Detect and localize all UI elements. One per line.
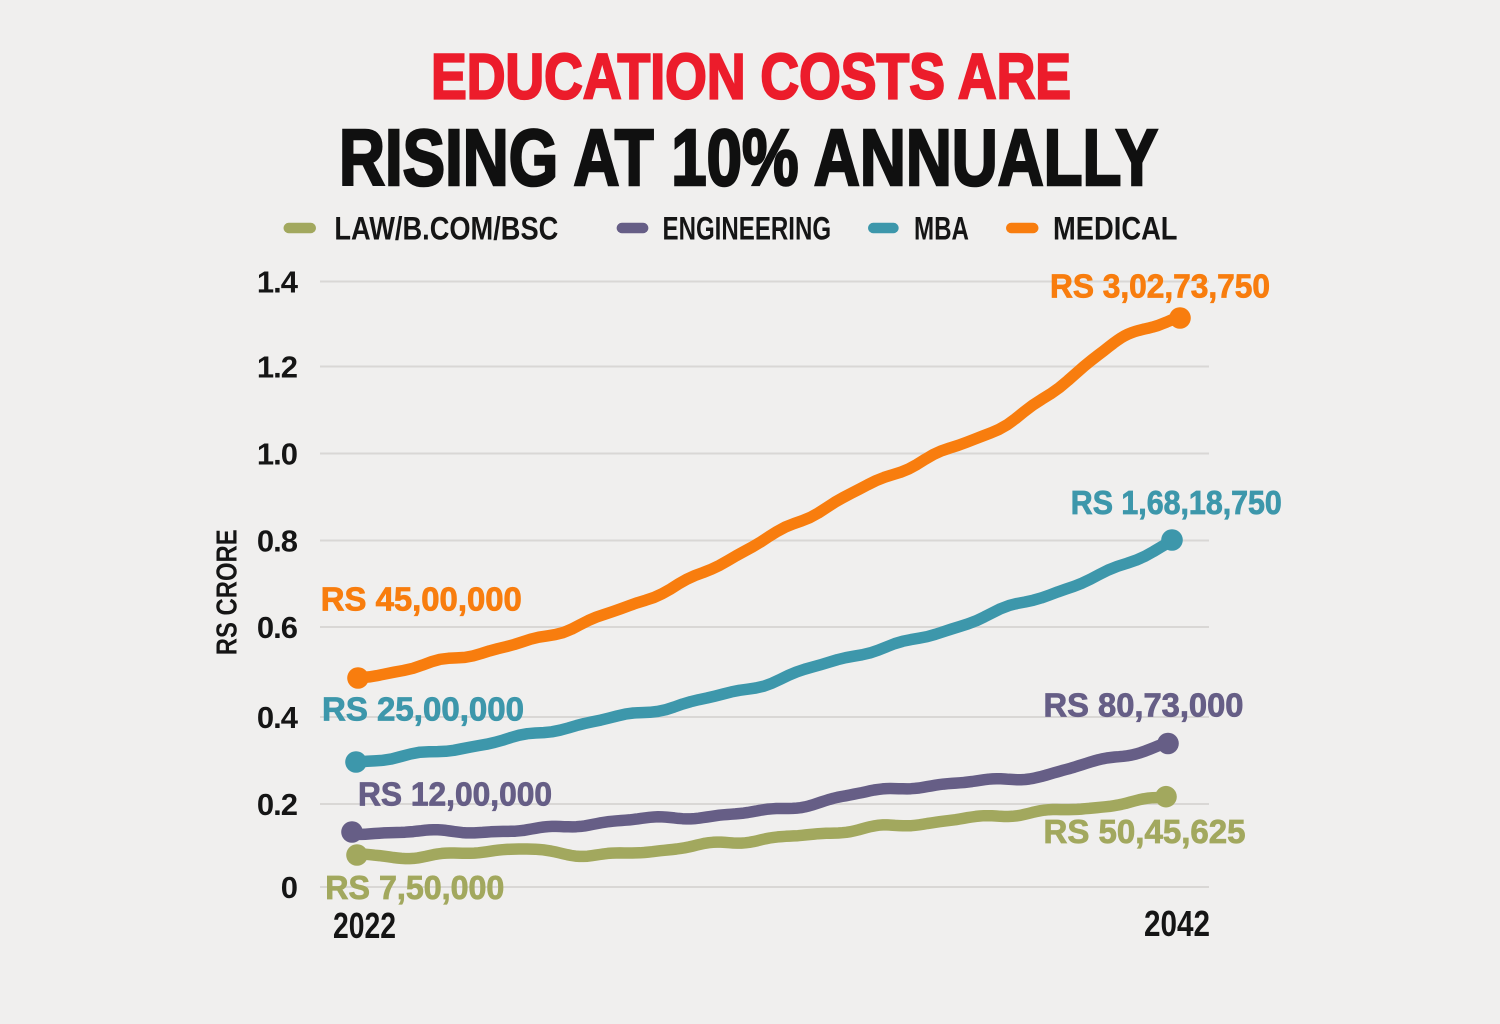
svg-text:2042: 2042 — [1144, 903, 1210, 944]
svg-text:0.8: 0.8 — [257, 524, 298, 559]
svg-text:MEDICAL: MEDICAL — [1053, 211, 1178, 247]
svg-text:RS 50,45,625: RS 50,45,625 — [1044, 813, 1246, 850]
svg-text:RS 80,73,000: RS 80,73,000 — [1044, 687, 1244, 724]
svg-text:MBA: MBA — [914, 211, 969, 247]
svg-text:0.4: 0.4 — [257, 700, 299, 735]
svg-text:RS 45,00,000: RS 45,00,000 — [321, 581, 522, 618]
svg-text:2022: 2022 — [333, 905, 396, 946]
svg-text:1.0: 1.0 — [257, 437, 297, 472]
svg-text:1.4: 1.4 — [257, 265, 299, 300]
svg-text:RISING AT 10% ANNUALLY: RISING AT 10% ANNUALLY — [339, 113, 1158, 202]
svg-text:1.2: 1.2 — [257, 350, 297, 385]
svg-text:RS 12,00,000: RS 12,00,000 — [358, 776, 552, 813]
svg-text:0.6: 0.6 — [257, 610, 298, 645]
svg-text:0.2: 0.2 — [257, 787, 297, 822]
svg-text:RS CRORE: RS CRORE — [212, 529, 244, 655]
svg-text:RS 3,02,73,750: RS 3,02,73,750 — [1050, 268, 1270, 305]
svg-text:RS 25,00,000: RS 25,00,000 — [322, 691, 524, 728]
svg-text:EDUCATION COSTS ARE: EDUCATION COSTS ARE — [431, 41, 1071, 113]
svg-text:RS 7,50,000: RS 7,50,000 — [325, 869, 504, 906]
svg-text:ENGINEERING: ENGINEERING — [663, 211, 832, 247]
svg-text:RS 1,68,18,750: RS 1,68,18,750 — [1071, 484, 1282, 521]
svg-text:0: 0 — [281, 870, 297, 905]
svg-text:LAW/B.COM/BSC: LAW/B.COM/BSC — [334, 211, 558, 247]
